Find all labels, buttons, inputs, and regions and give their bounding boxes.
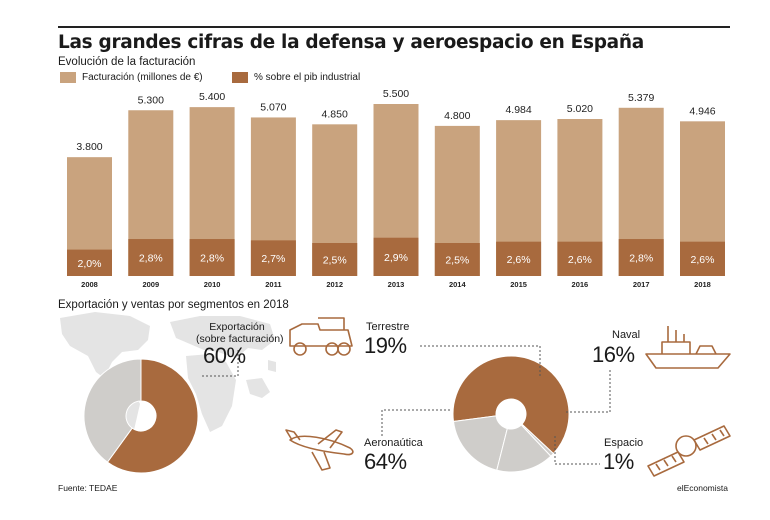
- label-pib-2016: 2,6%: [568, 254, 592, 266]
- aero-leader: [381, 409, 450, 436]
- label-facturacion-2009: 5.300: [138, 94, 164, 106]
- label-facturacion-2011: 5.070: [260, 101, 286, 113]
- chart-subtitle: Evolución de la facturación: [58, 56, 196, 68]
- label-pib-2015: 2,6%: [507, 254, 531, 266]
- plane-icon: [285, 429, 354, 471]
- tick-2009: 2009: [142, 280, 159, 289]
- bar-pib-2008: [67, 249, 112, 276]
- tick-2011: 2011: [265, 280, 281, 289]
- legend-pib: % sobre el pib industrial: [232, 72, 360, 83]
- espacio-pct: 1%: [603, 449, 634, 474]
- naval-leader: [565, 370, 611, 413]
- page-title: Las grandes cifras de la defensa y aeroe…: [58, 32, 644, 53]
- tick-2017: 2017: [633, 280, 650, 289]
- source-note: Fuente: TEDAE: [58, 483, 118, 493]
- bar-pib-2015: [496, 241, 542, 276]
- legend-swatch-dark: [232, 72, 248, 83]
- label-pib-2012: 2,5%: [323, 255, 347, 267]
- ship-icon: [645, 326, 731, 369]
- tick-2015: 2015: [510, 280, 527, 289]
- slice-aeronaútica: [452, 355, 570, 455]
- bar-chart: 3.800 2,0% 2008 5.300 2,8% 2009 5.400 2,8% 2010 5…: [67, 88, 725, 289]
- segments-title: Exportación y ventas por segmentos en 20…: [58, 299, 289, 311]
- naval-pct: 16%: [592, 342, 635, 367]
- label-facturacion-2015: 4.984: [505, 104, 531, 116]
- slice-rest: [83, 358, 142, 463]
- segments-donut: [452, 355, 570, 473]
- legend-label-pib: % sobre el pib industrial: [254, 72, 361, 83]
- tick-2014: 2014: [449, 280, 467, 289]
- label-facturacion-2008: 3.800: [76, 141, 102, 153]
- top-rule: [58, 26, 730, 28]
- label-pib-2013: 2,9%: [384, 252, 408, 264]
- export-label: Exportación (sobre facturación): [196, 321, 284, 345]
- label-pib-2017: 2,8%: [629, 253, 653, 265]
- label-facturacion-2013: 5.500: [383, 88, 409, 100]
- tick-2008: 2008: [81, 280, 98, 289]
- label-facturacion-2010: 5.400: [199, 91, 225, 103]
- bar-pib-2013: [373, 237, 419, 276]
- aero-label: Aeronaútica: [364, 437, 423, 449]
- satellite-icon: [647, 425, 731, 477]
- bar-pib-2017: [618, 239, 664, 276]
- tick-2016: 2016: [572, 280, 589, 289]
- label-pib-2014: 2,5%: [445, 255, 469, 267]
- export-donut: [83, 358, 199, 474]
- label-pib-2018: 2,6%: [691, 254, 715, 266]
- tick-2012: 2012: [326, 280, 343, 289]
- label-pib-2010: 2,8%: [200, 253, 224, 265]
- terrestre-label: Terrestre: [366, 321, 410, 333]
- espacio-label: Espacio: [604, 437, 644, 449]
- bar-pib-2011: [250, 240, 296, 276]
- export-pct: 60%: [203, 343, 246, 368]
- slice-espacio: [520, 423, 555, 457]
- slice-naval: [496, 424, 552, 473]
- label-facturacion-2016: 5.020: [567, 103, 593, 115]
- bar-pib-2016: [557, 241, 603, 276]
- label-facturacion-2014: 4.800: [444, 110, 470, 122]
- tick-2018: 2018: [694, 280, 711, 289]
- espacio-leader: [554, 436, 600, 465]
- tick-2013: 2013: [388, 280, 405, 289]
- legend-facturacion: Facturación (millones de €): [60, 72, 203, 83]
- naval-label: Naval: [612, 329, 641, 341]
- tick-2010: 2010: [204, 280, 221, 289]
- truck-icon: [289, 317, 353, 356]
- label-facturacion-2012: 4.850: [322, 108, 348, 120]
- slice-terrestre: [452, 415, 508, 471]
- aero-pct: 64%: [364, 449, 407, 474]
- bar-pib-2018: [680, 241, 725, 276]
- brand-logo: elEconomista: [676, 483, 728, 493]
- bar-pib-2014: [434, 243, 480, 276]
- label-pib-2009: 2,8%: [139, 253, 163, 265]
- bar-pib-2012: [312, 243, 358, 276]
- export-leader: [202, 350, 239, 377]
- label-facturacion-2018: 4.946: [689, 105, 715, 117]
- label-pib-2011: 2,7%: [261, 253, 285, 265]
- legend-swatch-light: [60, 72, 76, 83]
- bar-pib-2010: [189, 239, 235, 276]
- legend-label-facturacion: Facturación (millones de €): [82, 72, 203, 83]
- label-pib-2008: 2,0%: [78, 258, 102, 270]
- label-facturacion-2017: 5.379: [628, 92, 654, 104]
- terrestre-leader: [420, 345, 541, 378]
- slice-exportación: [106, 358, 199, 474]
- bar-pib-2009: [128, 239, 174, 276]
- terrestre-pct: 19%: [364, 333, 407, 358]
